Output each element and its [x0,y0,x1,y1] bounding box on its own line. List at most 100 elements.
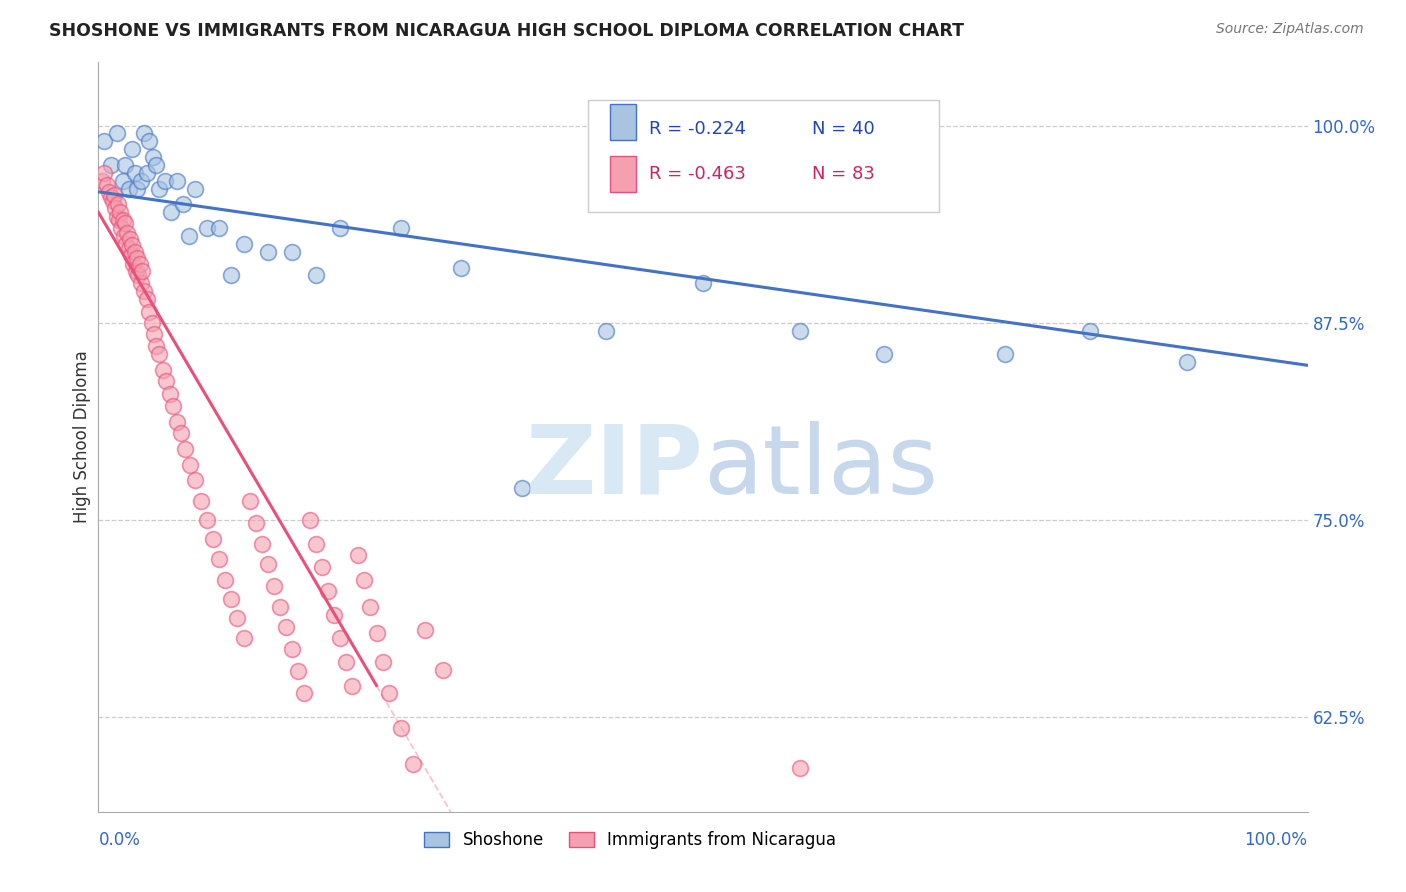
Point [256,557,278,571]
Point [100,189,122,203]
Point [121,238,143,252]
Text: 100.0%: 100.0% [1244,830,1308,848]
Point [162,400,184,414]
Point [96,178,118,193]
Y-axis label: High School Diploma: High School Diploma [73,351,91,524]
Point [134,127,156,141]
Point [153,174,176,188]
Point [100,158,122,172]
Point [114,158,136,172]
Point [789,324,811,338]
Point [107,197,129,211]
Point [389,221,412,235]
Point [172,197,194,211]
Point [873,347,896,361]
Point [1175,355,1198,369]
Point [122,257,145,271]
Point [994,347,1017,361]
Text: 0.0%: 0.0% [98,830,141,848]
Point [184,474,207,488]
Point [305,268,328,283]
Point [179,229,201,244]
Point [195,513,218,527]
Point [120,248,142,262]
Point [118,242,141,256]
Point [329,221,352,235]
Point [145,158,167,172]
Point [143,326,166,341]
Point [108,213,131,227]
Point [129,277,152,291]
Point [311,560,333,574]
Point [221,591,243,606]
Point [103,188,125,202]
Point [141,316,163,330]
Point [108,205,131,219]
Point [281,642,304,657]
Text: ZIP: ZIP [524,420,703,514]
Point [450,260,472,275]
Point [232,631,254,645]
Legend: Shoshone, Immigrants from Nicaragua: Shoshone, Immigrants from Nicaragua [418,824,844,855]
Point [127,268,149,283]
Point [121,142,143,156]
FancyBboxPatch shape [588,100,939,212]
Point [299,513,322,527]
Point [111,174,134,188]
Point [145,339,167,353]
Point [305,536,328,550]
Point [263,579,285,593]
Point [129,174,152,188]
Point [148,347,170,361]
Point [155,374,177,388]
Point [208,552,231,566]
Point [125,263,148,277]
Point [127,181,149,195]
Point [134,284,156,298]
Point [347,548,370,562]
Point [124,166,146,180]
Point [413,624,436,638]
Point [93,134,115,148]
Point [389,721,412,735]
Point [323,607,346,622]
Point [360,599,382,614]
Point [329,631,352,645]
Text: N = 40: N = 40 [811,120,875,138]
Point [118,232,141,246]
Point [160,205,183,219]
Point [152,363,174,377]
Point [91,174,114,188]
Point [371,655,394,669]
Point [377,686,399,700]
Point [195,221,218,235]
Point [789,760,811,774]
Point [274,620,297,634]
Point [281,244,304,259]
Text: R = -0.224: R = -0.224 [648,120,745,138]
Point [128,257,150,271]
Point [124,244,146,259]
Point [138,304,160,318]
Point [105,210,128,224]
Point [131,263,153,277]
Point [335,655,357,669]
Point [93,166,115,180]
FancyBboxPatch shape [610,103,637,140]
Point [221,268,243,283]
Point [184,181,207,195]
Point [135,166,157,180]
Point [174,442,197,456]
Point [112,229,135,244]
Point [250,536,273,550]
Point [342,679,364,693]
Point [269,599,291,614]
Point [118,181,141,195]
Point [353,573,375,587]
Point [115,236,138,251]
Text: N = 83: N = 83 [811,165,875,183]
Point [127,251,149,265]
Point [292,686,315,700]
Point [595,324,617,338]
Point [104,201,127,215]
